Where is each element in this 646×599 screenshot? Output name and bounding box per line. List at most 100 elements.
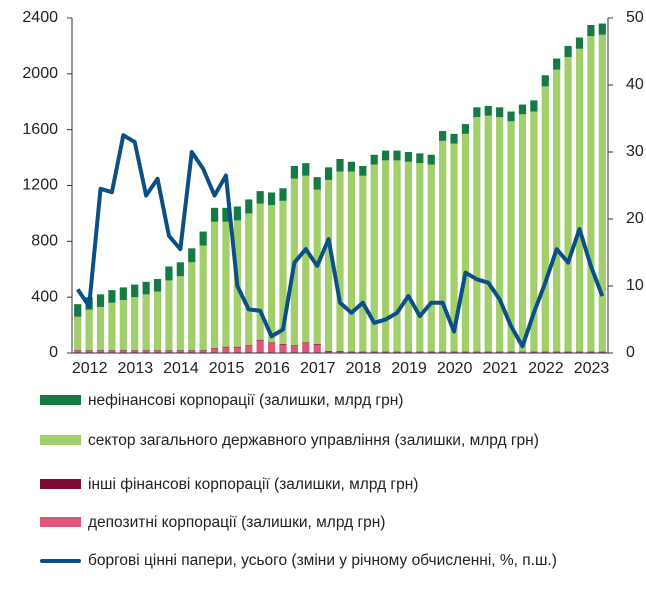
bar-segment: [199, 350, 207, 353]
bar-segment: [313, 343, 321, 345]
bar-segment: [324, 350, 333, 352]
bar-segment: [541, 75, 549, 87]
bar-segment: [210, 348, 219, 353]
x-tick-label: 2014: [163, 360, 199, 377]
bar-segment: [153, 291, 162, 351]
bar-segment: [313, 344, 321, 353]
bar-segment: [222, 346, 230, 348]
bar-segment: [85, 309, 93, 351]
bar-segment: [199, 245, 207, 351]
bar-segment: [461, 133, 470, 352]
bar-segment: [267, 192, 276, 206]
bar-segment: [518, 114, 527, 352]
bar-segment: [393, 160, 401, 352]
bar-segment: [188, 262, 196, 351]
bar-segment: [370, 154, 378, 165]
x-tick-label: 2013: [118, 360, 154, 377]
bar-segment: [382, 160, 390, 352]
bar-segment: [188, 350, 196, 351]
bar-segment: [188, 248, 196, 263]
bar-segment: [473, 351, 481, 353]
bar-segment: [176, 276, 184, 351]
x-tick-label: 2022: [528, 360, 564, 377]
bar-segment: [450, 143, 458, 352]
bar-segment: [210, 348, 219, 349]
bar-segment: [530, 100, 538, 112]
legend-swatch: [40, 559, 81, 563]
y2-tick-label: 20: [626, 210, 644, 227]
y2-tick-label: 40: [626, 76, 644, 93]
bar-segment: [165, 350, 173, 351]
bar-segment: [347, 351, 356, 353]
bar-segment: [496, 107, 504, 118]
y2-tick-label: 50: [626, 9, 644, 26]
x-tick-label: 2016: [254, 360, 290, 377]
bar-segment: [96, 350, 105, 351]
bar-segment: [347, 171, 356, 352]
bar-segment: [404, 152, 413, 162]
bar-segment: [222, 207, 230, 222]
bar-segment: [153, 350, 162, 353]
bar-segment: [587, 24, 595, 37]
bar-segment: [359, 165, 367, 176]
legend-swatch: [40, 435, 81, 445]
bar-segment: [96, 294, 105, 307]
bar-segment: [427, 164, 435, 352]
bar-segment: [119, 287, 127, 300]
legend-label: нефінансові корпорації (залишки, млрд гр…: [88, 392, 404, 409]
bar-segment: [245, 345, 253, 347]
bar-segment: [598, 23, 606, 35]
bar-segment: [359, 351, 367, 353]
bar-segment: [279, 200, 287, 344]
bar-segment: [74, 304, 82, 317]
bar-segment: [473, 117, 481, 352]
bar-segment: [484, 351, 492, 353]
bar-segment: [279, 343, 287, 345]
bar-segment: [96, 350, 105, 353]
bar-segment: [176, 262, 184, 277]
bar-segment: [336, 158, 344, 172]
bar-segment: [131, 284, 139, 298]
bar-segment: [359, 175, 367, 352]
bar-segment: [302, 163, 310, 176]
bar-segment: [553, 69, 561, 352]
bar-segment: [370, 164, 378, 352]
bar-segment: [496, 117, 504, 352]
bar-segment: [393, 351, 401, 353]
bar-segment: [131, 350, 139, 353]
legend-label: депозитні корпорації (залишки, млрд грн): [88, 514, 386, 531]
bar-segment: [165, 350, 173, 353]
bar-segment: [416, 351, 424, 353]
bar-segment: [507, 121, 515, 352]
legend-swatch: [40, 479, 81, 489]
bar-segment: [461, 351, 470, 353]
chart: 0 400 800 1200 1600 2000 2400 0 10 20 30 40 50 2012 20…: [22, 9, 644, 377]
bar-segment: [119, 299, 127, 351]
bar-segment: [279, 344, 287, 353]
bar-segment: [324, 167, 333, 180]
bar-segment: [564, 351, 572, 353]
bar-segment: [210, 221, 219, 349]
bar-segment: [119, 350, 127, 351]
bar-segment: [302, 342, 310, 344]
bar-segment: [142, 281, 150, 295]
bar-segment: [233, 206, 241, 221]
bar-segment: [313, 177, 321, 190]
bar-segment: [119, 350, 127, 353]
bar-segment: [382, 150, 390, 161]
y2-tick-label: 10: [626, 277, 644, 294]
bar-segment: [74, 316, 82, 351]
y-tick-label: 2400: [22, 9, 58, 26]
bar-segment: [131, 297, 139, 351]
bar-segment: [530, 351, 538, 353]
y-tick-label: 0: [49, 344, 58, 361]
bar-segment: [450, 351, 458, 353]
bar-segment: [575, 48, 584, 352]
bar-segment: [153, 279, 162, 292]
bar-segment: [324, 179, 333, 351]
bar-segment: [210, 207, 219, 222]
bar-segment: [587, 36, 595, 352]
x-tick-label: 2017: [300, 360, 336, 377]
bar-segment: [267, 343, 276, 353]
bar-segment: [142, 350, 150, 351]
